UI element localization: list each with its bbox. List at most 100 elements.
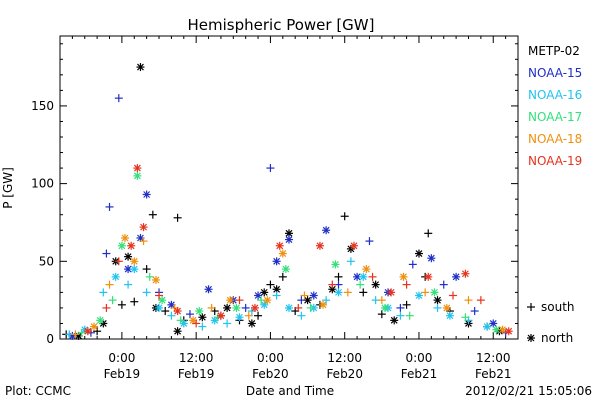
data-point-noaa-19-north — [387, 288, 396, 297]
data-point-noaa-16-north — [359, 272, 368, 281]
data-point-noaa-16-north — [483, 322, 492, 331]
data-point-metp-02-north — [223, 303, 232, 312]
x-tick-label-date: Feb20 — [326, 367, 363, 381]
x-axis-label: Date and Time — [246, 384, 334, 398]
data-point-noaa-19-north — [83, 327, 92, 336]
data-point-noaa-15-south — [470, 307, 479, 316]
data-point-metp-02-south — [340, 212, 349, 221]
data-point-noaa-15-south — [114, 94, 123, 103]
data-points — [62, 63, 513, 340]
data-point-noaa-16-south — [124, 280, 133, 289]
y-tick-label: 150 — [31, 99, 54, 113]
y-tick-label: 100 — [31, 177, 54, 191]
data-point-metp-02-south — [117, 300, 126, 309]
data-point-noaa-15-south — [105, 202, 114, 211]
chart-title: Hemispheric Power [GW] — [188, 16, 375, 34]
data-point-metp-02-north — [303, 296, 312, 305]
data-point-noaa-17-south — [145, 272, 154, 281]
data-point-metp-02-south — [254, 311, 263, 320]
legend-item-noaa-17: NOAA-17 — [528, 110, 582, 124]
data-point-metp-02-south — [93, 327, 102, 336]
data-point-noaa-19-south — [155, 291, 164, 300]
legend-item-noaa-16: NOAA-16 — [528, 88, 582, 102]
data-point-metp-02-north — [198, 313, 207, 322]
x-tick-label-time: 0:00 — [405, 351, 432, 365]
data-point-noaa-15-south — [408, 260, 417, 269]
data-point-noaa-16-north — [235, 313, 244, 322]
data-point-noaa-17-south — [77, 328, 86, 337]
data-point-noaa-17-north — [195, 307, 204, 316]
x-tick-label-time: 12:00 — [327, 351, 362, 365]
data-point-noaa-17-north — [281, 265, 290, 274]
data-point-metp-02-south — [278, 272, 287, 281]
data-point-noaa-16-north — [111, 272, 120, 281]
x-tick-label-time: 12:00 — [476, 351, 511, 365]
data-point-metp-02-north — [124, 252, 133, 261]
x-tick-label-time: 0:00 — [108, 351, 135, 365]
data-point-noaa-17-south — [176, 316, 185, 325]
data-point-noaa-19-north — [139, 223, 148, 232]
legend: METP-02 NOAA-15 NOAA-16 NOAA-17 NOAA-18 NOAA-… — [527, 44, 582, 345]
data-point-noaa-18-south — [343, 288, 352, 297]
data-point-noaa-15-south — [241, 303, 250, 312]
data-point-noaa-15-north — [309, 291, 318, 300]
data-point-noaa-17-north — [430, 288, 439, 297]
data-point-noaa-15-south — [396, 303, 405, 312]
data-point-metp-02-south — [161, 307, 170, 316]
data-point-noaa-17-north — [117, 241, 126, 250]
data-point-noaa-19-south — [102, 303, 111, 312]
data-point-noaa-15-south — [185, 310, 194, 319]
legend-item-noaa-19: NOAA-19 — [528, 154, 582, 168]
data-point-metp-02-south — [359, 288, 368, 297]
x-axis-ticks: 0:00 Feb19 12:00 Feb19 0:00 Feb20 12:00 Feb20 0:… — [71, 36, 519, 381]
data-point-noaa-16-north — [260, 300, 269, 309]
x-tick-label-date: Feb19 — [178, 367, 215, 381]
data-point-metp-02-north — [414, 249, 423, 258]
data-point-noaa-18-south — [207, 303, 216, 312]
data-point-noaa-18-south — [377, 296, 386, 305]
data-point-noaa-18-north — [90, 322, 99, 331]
legend-south-label: south — [541, 300, 575, 314]
data-point-noaa-19-south — [476, 296, 485, 305]
data-point-noaa-18-south — [105, 280, 114, 289]
timestamp: 2012/02/21 15:05:06 — [465, 384, 592, 398]
data-point-noaa-18-south — [300, 291, 309, 300]
data-point-metp-02-south — [377, 310, 386, 319]
data-point-noaa-19-north — [275, 241, 284, 250]
data-point-noaa-18-south — [464, 296, 473, 305]
legend-item-noaa-18: NOAA-18 — [528, 132, 582, 146]
data-point-noaa-19-north — [173, 307, 182, 316]
data-point-noaa-15-north — [452, 272, 461, 281]
data-point-noaa-17-north — [133, 171, 142, 180]
y-tick-label: 50 — [39, 254, 54, 268]
data-point-noaa-18-south — [421, 288, 430, 297]
data-point-noaa-16-south — [223, 319, 232, 328]
data-point-noaa-16-north — [130, 265, 139, 274]
data-point-noaa-18-north — [498, 325, 507, 334]
legend-item-metp-02: METP-02 — [528, 44, 580, 58]
plot-credit: Plot: CCMC — [5, 384, 71, 398]
data-point-noaa-18-north — [130, 257, 139, 266]
legend-item-noaa-15: NOAA-15 — [528, 66, 582, 80]
x-tick-label-date: Feb21 — [401, 367, 438, 381]
data-point-noaa-19-north — [461, 269, 470, 278]
data-point-metp-02-north — [247, 319, 256, 328]
data-point-noaa-15-north — [285, 235, 293, 244]
data-point-noaa-17-north — [96, 316, 105, 325]
data-point-noaa-18-north — [263, 296, 272, 305]
data-point-noaa-15-north — [204, 285, 213, 294]
data-point-noaa-18-north — [362, 265, 371, 274]
data-point-noaa-18-north — [151, 275, 160, 284]
data-point-noaa-18-north — [442, 303, 451, 312]
data-point-noaa-17-north — [380, 303, 389, 312]
legend-north-marker — [527, 334, 535, 342]
data-point-noaa-16-north — [334, 288, 343, 297]
y-tick-label: 0 — [46, 332, 54, 346]
data-point-noaa-17-north — [158, 296, 167, 305]
data-point-noaa-16-south — [322, 296, 331, 305]
data-point-noaa-15-south — [102, 249, 111, 258]
data-point-metp-02-north — [136, 63, 145, 72]
data-point-noaa-19-south — [235, 296, 244, 305]
data-point-noaa-19-north — [504, 327, 513, 336]
data-point-noaa-19-south — [114, 257, 123, 266]
